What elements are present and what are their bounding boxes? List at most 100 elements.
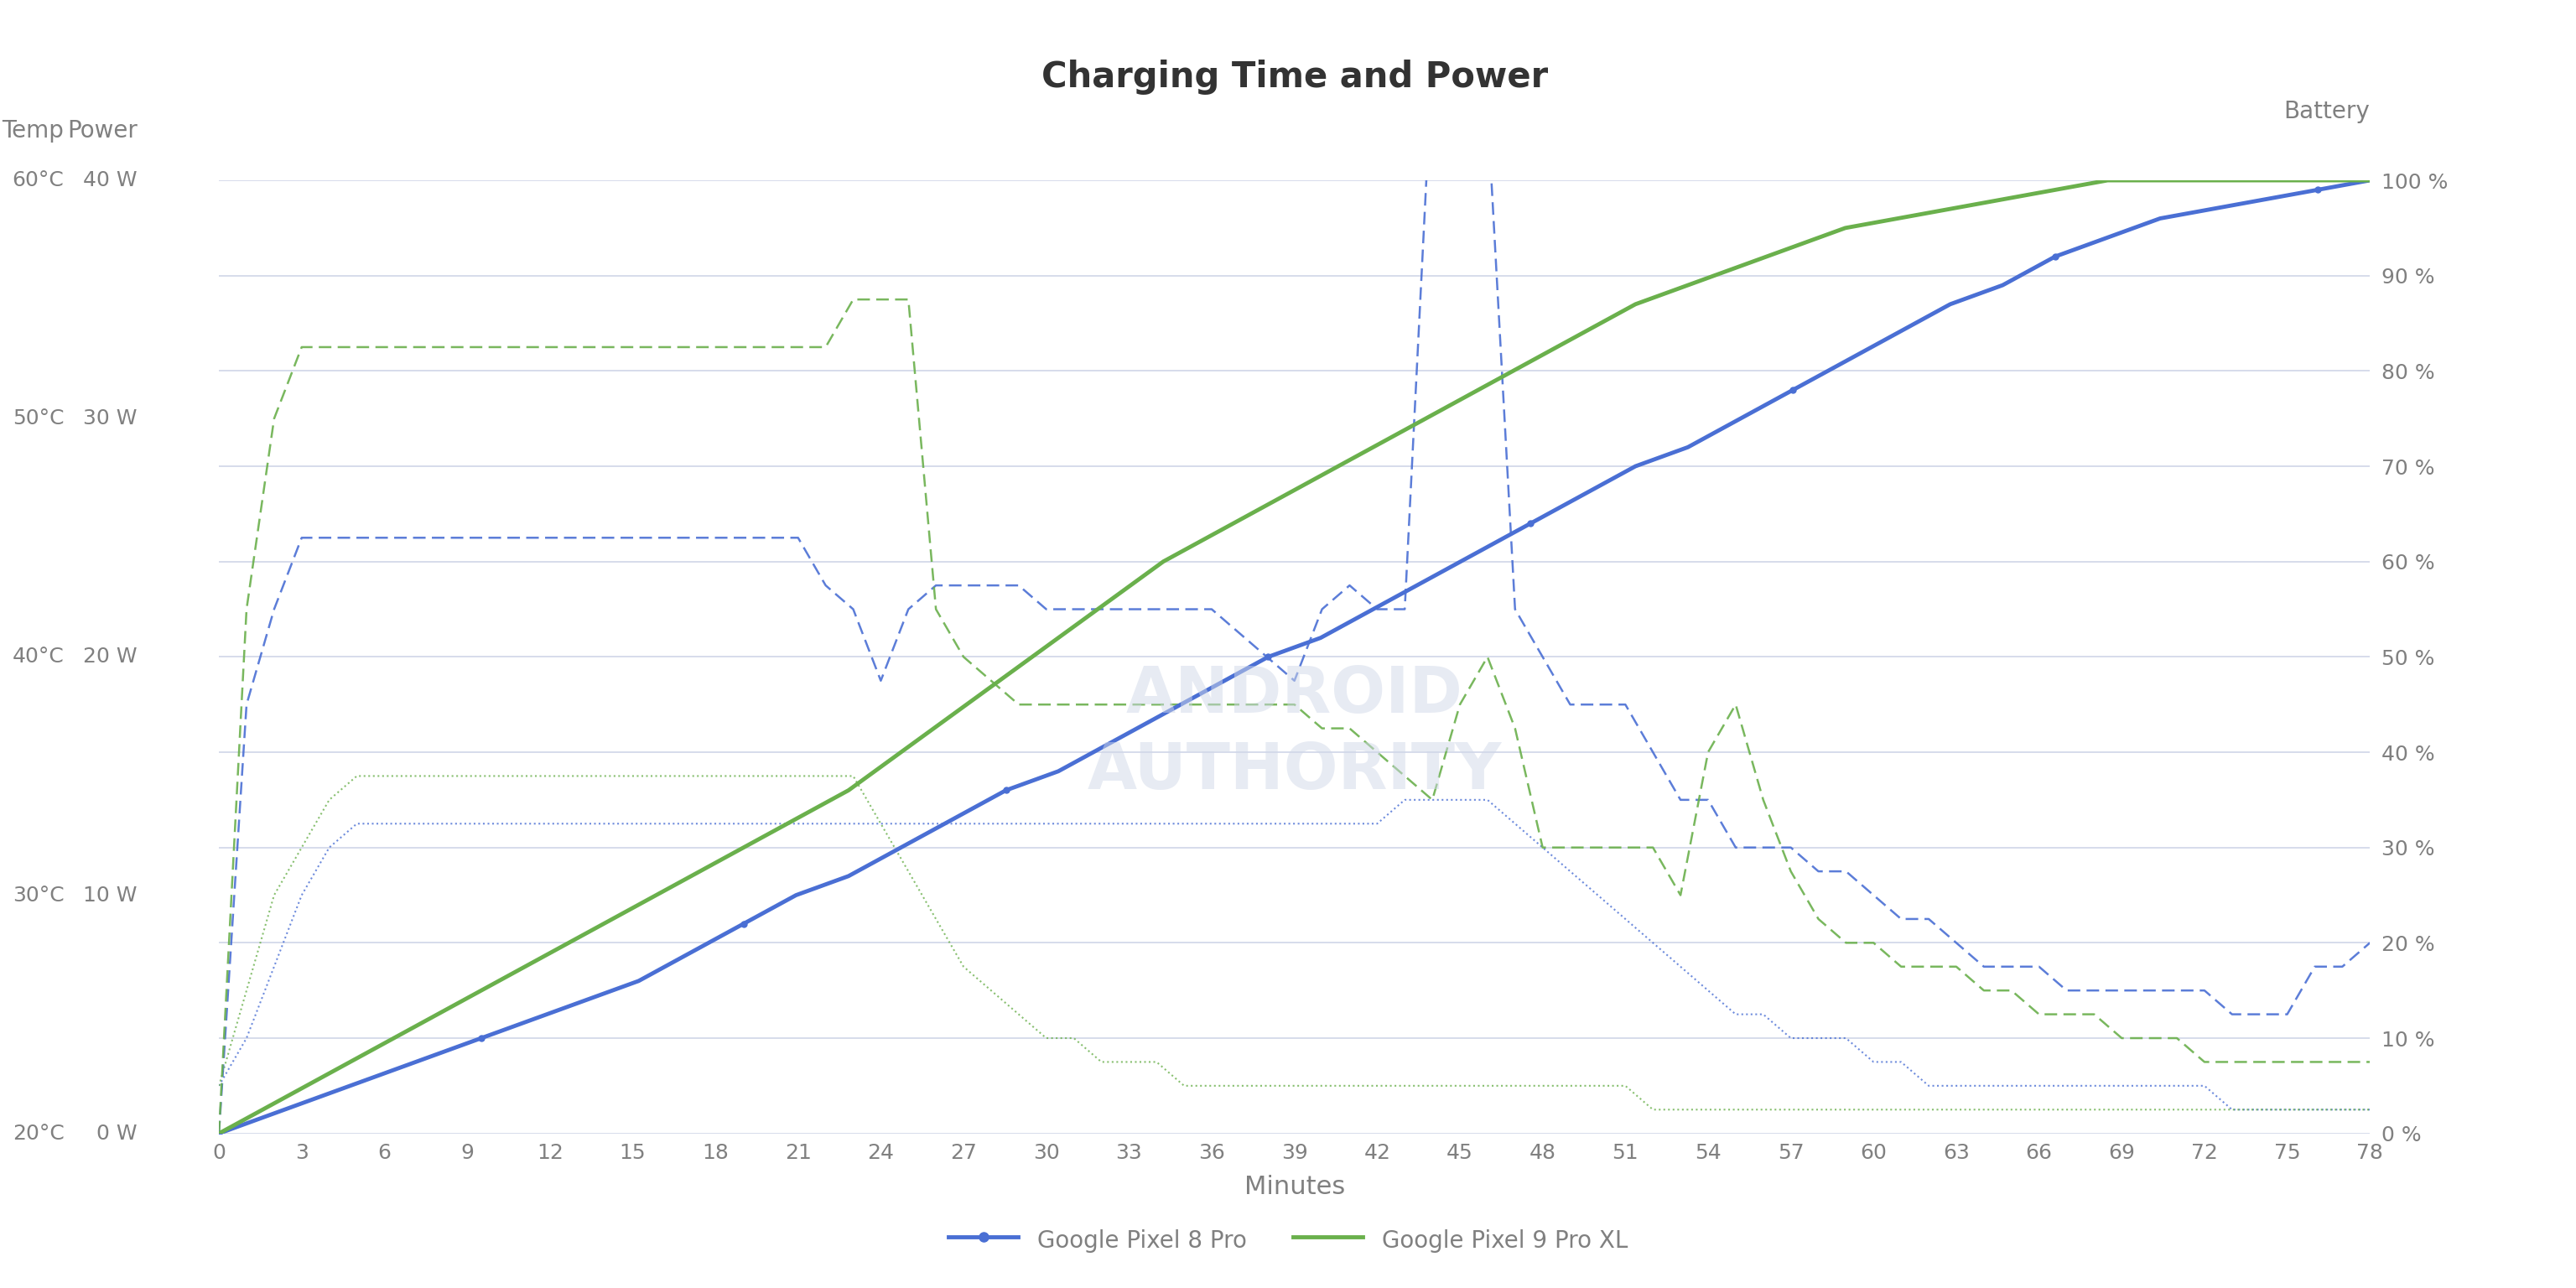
Google Pixel 8 Pro xyxy=(1883,325,1914,340)
Text: 20 W: 20 W xyxy=(82,647,137,667)
Google Pixel 9 Pro XL xyxy=(1200,526,1231,541)
Text: ANDROID
AUTHORITY: ANDROID AUTHORITY xyxy=(1087,663,1502,802)
Text: 30°C: 30°C xyxy=(13,885,64,905)
Google Pixel 9 Pro XL xyxy=(886,744,917,760)
Google Pixel 8 Pro xyxy=(1620,459,1651,474)
Google Pixel 8 Pro xyxy=(2197,201,2228,216)
Google Pixel 8 Pro xyxy=(1672,439,1703,455)
Google Pixel 8 Pro xyxy=(623,974,654,989)
Google Pixel 9 Pro XL xyxy=(255,1097,286,1113)
Google Pixel 9 Pro XL xyxy=(1620,296,1651,312)
Text: 10 W: 10 W xyxy=(82,885,137,905)
Google Pixel 9 Pro XL xyxy=(1095,592,1126,608)
Line: Google Pixel 9 Pro XL: Google Pixel 9 Pro XL xyxy=(219,180,2370,1133)
Google Pixel 8 Pro xyxy=(729,916,760,931)
Google Pixel 9 Pro XL xyxy=(1515,354,1546,370)
Google Pixel 9 Pro XL xyxy=(2040,182,2071,197)
Google Pixel 8 Pro xyxy=(2303,182,2334,197)
Google Pixel 9 Pro XL xyxy=(1829,220,1860,236)
Google Pixel 9 Pro XL xyxy=(204,1126,234,1141)
Text: Charging Time and Power: Charging Time and Power xyxy=(1041,59,1548,94)
Google Pixel 9 Pro XL xyxy=(1252,497,1283,513)
Text: 40 W: 40 W xyxy=(82,170,137,191)
Google Pixel 8 Pro xyxy=(1306,630,1337,645)
Google Pixel 9 Pro XL xyxy=(675,868,706,884)
Google Pixel 8 Pro xyxy=(1200,677,1231,693)
Google Pixel 8 Pro xyxy=(1986,277,2017,292)
Google Pixel 8 Pro xyxy=(2146,211,2177,227)
Google Pixel 8 Pro xyxy=(1777,383,1808,398)
Google Pixel 9 Pro XL xyxy=(2303,173,2334,188)
Google Pixel 8 Pro xyxy=(2249,192,2280,207)
Google Pixel 8 Pro xyxy=(2354,173,2385,188)
Google Pixel 8 Pro xyxy=(204,1126,234,1141)
Google Pixel 8 Pro xyxy=(1829,354,1860,370)
Google Pixel 8 Pro xyxy=(1569,487,1600,502)
Text: 50°C: 50°C xyxy=(13,408,64,429)
Google Pixel 8 Pro xyxy=(1935,296,1965,312)
Google Pixel 8 Pro xyxy=(2092,229,2123,245)
Google Pixel 8 Pro xyxy=(1515,515,1546,531)
Google Pixel 9 Pro XL xyxy=(1358,439,1388,455)
Google Pixel 8 Pro xyxy=(1149,706,1180,721)
Text: 20°C: 20°C xyxy=(13,1123,64,1144)
Text: 30 W: 30 W xyxy=(82,408,137,429)
Google Pixel 9 Pro XL xyxy=(1149,554,1180,569)
Google Pixel 8 Pro xyxy=(675,944,706,960)
Google Pixel 9 Pro XL xyxy=(2354,173,2385,188)
Google Pixel 9 Pro XL xyxy=(1935,201,1965,216)
Google Pixel 8 Pro xyxy=(1409,573,1440,589)
Google Pixel 9 Pro XL xyxy=(832,783,863,799)
Google Pixel 8 Pro xyxy=(832,868,863,884)
Google Pixel 9 Pro XL xyxy=(1043,630,1074,645)
Google Pixel 8 Pro xyxy=(361,1069,392,1084)
Line: Google Pixel 8 Pro: Google Pixel 8 Pro xyxy=(216,178,2372,1136)
Google Pixel 8 Pro xyxy=(1043,764,1074,779)
Google Pixel 8 Pro xyxy=(309,1087,340,1103)
Google Pixel 8 Pro xyxy=(412,1050,443,1065)
Google Pixel 9 Pro XL xyxy=(2092,173,2123,188)
Google Pixel 8 Pro xyxy=(989,783,1020,799)
Google Pixel 9 Pro XL xyxy=(623,896,654,912)
Google Pixel 9 Pro XL xyxy=(518,954,549,970)
Google Pixel 9 Pro XL xyxy=(1463,383,1494,398)
Google Pixel 8 Pro xyxy=(255,1106,286,1122)
Google Pixel 8 Pro xyxy=(1095,735,1126,751)
Google Pixel 9 Pro XL xyxy=(938,706,969,721)
Google Pixel 8 Pro xyxy=(518,1011,549,1027)
Google Pixel 9 Pro XL xyxy=(1986,192,2017,207)
Google Pixel 9 Pro XL xyxy=(309,1069,340,1084)
Google Pixel 8 Pro xyxy=(1252,649,1283,665)
Google Pixel 9 Pro XL xyxy=(989,668,1020,684)
Google Pixel 9 Pro XL xyxy=(1569,325,1600,340)
Google Pixel 9 Pro XL xyxy=(1409,411,1440,426)
Text: 40°C: 40°C xyxy=(13,647,64,667)
Text: 60°C: 60°C xyxy=(13,170,64,191)
Google Pixel 9 Pro XL xyxy=(1883,211,1914,227)
Google Pixel 8 Pro xyxy=(572,992,603,1007)
Google Pixel 9 Pro XL xyxy=(1726,259,1757,274)
Google Pixel 8 Pro xyxy=(1358,601,1388,617)
Google Pixel 8 Pro xyxy=(2040,249,2071,264)
Google Pixel 9 Pro XL xyxy=(572,926,603,942)
Legend: Google Pixel 8 Pro, Google Pixel 9 Pro XL: Google Pixel 8 Pro, Google Pixel 9 Pro X… xyxy=(940,1216,1636,1264)
Google Pixel 9 Pro XL xyxy=(361,1039,392,1055)
Google Pixel 9 Pro XL xyxy=(2146,173,2177,188)
Google Pixel 8 Pro xyxy=(1726,411,1757,426)
Text: Battery: Battery xyxy=(2285,99,2370,124)
Text: 0 W: 0 W xyxy=(95,1123,137,1144)
Google Pixel 9 Pro XL xyxy=(466,983,497,998)
Google Pixel 9 Pro XL xyxy=(2249,173,2280,188)
Google Pixel 9 Pro XL xyxy=(1306,468,1337,483)
Google Pixel 8 Pro xyxy=(781,887,811,903)
Google Pixel 8 Pro xyxy=(1463,545,1494,560)
Google Pixel 9 Pro XL xyxy=(1777,240,1808,255)
Text: Temp: Temp xyxy=(3,118,64,142)
Google Pixel 9 Pro XL xyxy=(1672,277,1703,292)
Google Pixel 8 Pro xyxy=(886,840,917,855)
Google Pixel 8 Pro xyxy=(466,1030,497,1046)
X-axis label: Minutes: Minutes xyxy=(1244,1175,1345,1199)
Google Pixel 9 Pro XL xyxy=(2197,173,2228,188)
Text: Power: Power xyxy=(67,118,137,142)
Google Pixel 9 Pro XL xyxy=(412,1011,443,1027)
